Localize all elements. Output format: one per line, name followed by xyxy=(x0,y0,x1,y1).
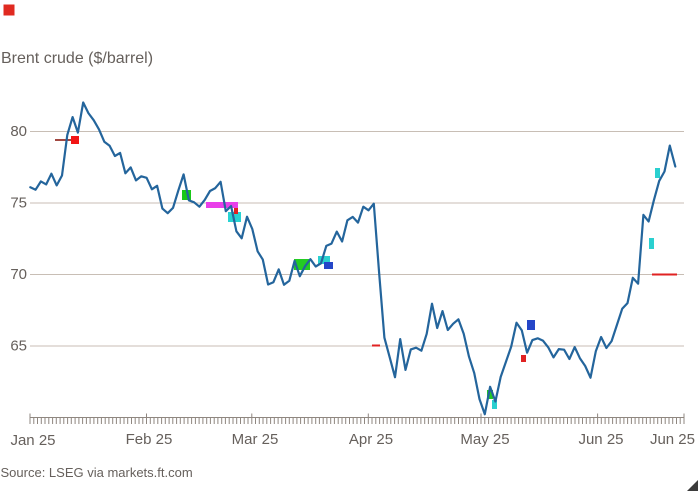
svg-text:Jun 25: Jun 25 xyxy=(578,431,623,448)
svg-text:80: 80 xyxy=(10,123,27,140)
svg-text:Feb 25: Feb 25 xyxy=(126,431,173,448)
svg-text:Mar 25: Mar 25 xyxy=(232,431,279,448)
svg-text:Brent crude ($/barrel): Brent crude ($/barrel) xyxy=(1,50,153,67)
svg-text:75: 75 xyxy=(10,195,27,212)
svg-text:May 25: May 25 xyxy=(460,431,509,448)
svg-text:70: 70 xyxy=(10,266,27,283)
svg-text:65: 65 xyxy=(10,338,27,355)
svg-text:Source: LSEG via markets.ft.co: Source: LSEG via markets.ft.com xyxy=(1,465,193,480)
svg-text:Jun 25: Jun 25 xyxy=(650,431,695,448)
svg-text:Jan 25: Jan 25 xyxy=(10,432,55,449)
svg-text:Apr 25: Apr 25 xyxy=(349,431,393,448)
